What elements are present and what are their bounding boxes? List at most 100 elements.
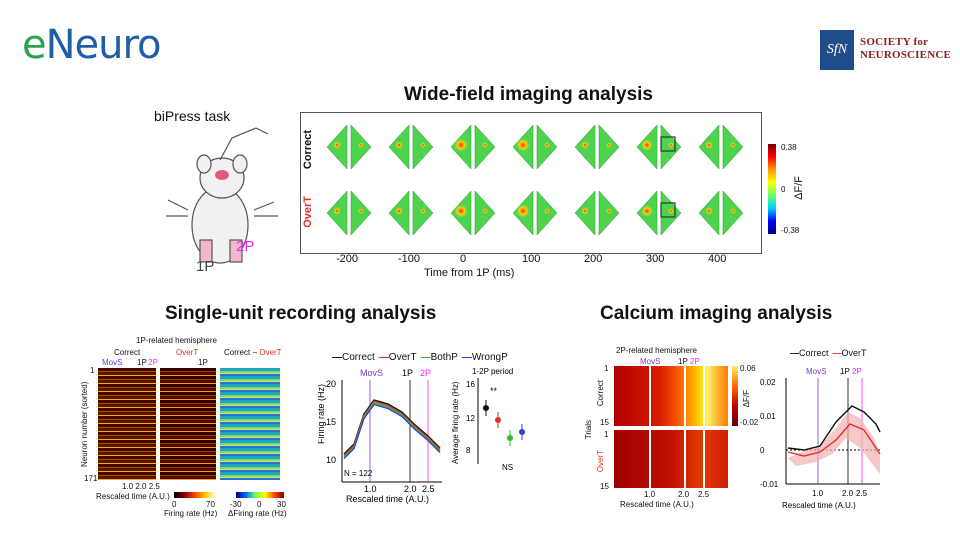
wf-xtick: 200 bbox=[584, 253, 603, 265]
su-col-correct: Correct bbox=[114, 348, 141, 357]
y-tick: 0.02 bbox=[760, 378, 776, 387]
ca-y15b: 15 bbox=[600, 482, 609, 491]
activation-spot bbox=[668, 142, 674, 148]
activation-spot bbox=[641, 139, 653, 151]
x-label: Rescaled time (A.U.) bbox=[782, 501, 856, 510]
ca-y15a: 15 bbox=[600, 418, 609, 427]
wf-xtick: 100 bbox=[522, 253, 541, 265]
task-1p-label: 1P bbox=[196, 258, 215, 275]
task-label: biPress task bbox=[154, 108, 231, 124]
p1-label: 1P bbox=[840, 367, 850, 376]
activation-spot bbox=[606, 208, 612, 214]
activation-spot bbox=[705, 207, 713, 215]
wf-cbar-label: ΔF/F bbox=[793, 176, 805, 200]
activation-spot bbox=[641, 205, 653, 217]
activation-spot bbox=[581, 141, 589, 149]
y-tick: -0.01 bbox=[760, 480, 779, 489]
sig-label: ** bbox=[490, 386, 498, 396]
activation-spot bbox=[395, 141, 403, 149]
activation-spot bbox=[730, 142, 736, 148]
mean-dot bbox=[507, 435, 513, 441]
ca-cb-label: ΔF/F bbox=[742, 390, 751, 408]
wf-top-1p: 1P bbox=[474, 112, 488, 124]
su-xlabel: Rescaled time (A.U.) bbox=[96, 492, 170, 501]
su-1p-b: 1P bbox=[198, 358, 208, 367]
mean-dot bbox=[495, 417, 501, 423]
activation-spot bbox=[544, 208, 550, 214]
su-heatmap-correct bbox=[98, 368, 156, 480]
wf-xtick: 0 bbox=[460, 253, 467, 265]
ca-line-1p bbox=[684, 366, 686, 488]
n-label: N = 122 bbox=[344, 469, 373, 478]
ca-1p: 1P bbox=[678, 357, 688, 366]
legend-item: —OverT bbox=[378, 352, 417, 363]
wf-xticks: -200 -100 0 100 200 300 400 bbox=[300, 253, 760, 267]
ca-heatmap-overt bbox=[614, 430, 728, 488]
ns-label: NS bbox=[502, 463, 513, 472]
y-tick: 16 bbox=[466, 380, 475, 389]
legend-item: —BothP bbox=[420, 352, 458, 363]
ca-cb-min: -0.02 bbox=[740, 418, 759, 427]
activation-spot bbox=[581, 207, 589, 215]
activation-spot bbox=[606, 142, 612, 148]
ca-xlabel: Rescaled time (A.U.) bbox=[620, 500, 694, 509]
su-1p: 1P bbox=[137, 358, 147, 367]
series-line bbox=[343, 403, 441, 459]
su-cb1-max: 70 bbox=[206, 500, 215, 509]
activation-spot bbox=[482, 142, 488, 148]
ca-2p: 2P bbox=[690, 357, 700, 366]
ca-row-overt: OverT bbox=[596, 450, 605, 473]
su-cb2-mid: 0 bbox=[257, 500, 262, 509]
sfn-line2: NEUROSCIENCE bbox=[860, 49, 952, 61]
correct-line bbox=[787, 405, 881, 451]
activation-spot bbox=[395, 207, 403, 215]
legend-item: —WrongP bbox=[461, 352, 508, 363]
ca-xtick-2: 2.0 bbox=[678, 490, 690, 499]
activation-spot bbox=[482, 208, 488, 214]
activation-spot bbox=[358, 142, 364, 148]
su-y171: 171 bbox=[84, 474, 98, 483]
wf-xlabel: Time from 1P (ms) bbox=[424, 267, 515, 279]
wf-bot-1p: 1P bbox=[474, 178, 488, 190]
su-movs: MovS bbox=[102, 358, 123, 367]
su-cb1-min: 0 bbox=[172, 500, 177, 509]
wf-colorbar bbox=[768, 144, 776, 234]
rat-illustration bbox=[166, 127, 278, 264]
sfn-mark: SfN bbox=[820, 30, 854, 70]
mean-dot bbox=[519, 429, 525, 435]
activation-spot bbox=[420, 142, 426, 148]
roi-box bbox=[660, 136, 676, 152]
ca-line-chart: 0.020.010-0.011.02.02.5MovS1P2PΔF/FResca… bbox=[760, 367, 881, 510]
activation-spot bbox=[333, 207, 341, 215]
p2-label: 2P bbox=[420, 368, 431, 378]
wf-xtick: 300 bbox=[646, 253, 665, 265]
y-tick: 20 bbox=[326, 379, 336, 389]
wf-xtick: 400 bbox=[708, 253, 727, 265]
ca-colorbar bbox=[732, 366, 738, 426]
ca-line-movs bbox=[649, 366, 651, 488]
wf-row-correct: Correct bbox=[302, 130, 314, 170]
su-legend: —Correct —OverT —BothP —WrongP bbox=[332, 352, 512, 364]
widefield-grid bbox=[326, 124, 744, 236]
x-tick: 2.0 bbox=[404, 484, 417, 494]
p1-label: 1P bbox=[402, 368, 413, 378]
ca-legend: —Correct —OverT bbox=[790, 348, 871, 358]
su-2p: 2P bbox=[148, 358, 158, 367]
su-cb2-label: ΔFiring rate (Hz) bbox=[228, 509, 287, 518]
wf-bot-no2p: No 2P bbox=[650, 178, 681, 190]
y-label: Average firing rate (Hz) bbox=[451, 381, 460, 464]
su-line-chart: 10 15 20 1.0 2.0 2.5 MovS 1P 2P N = 122 Firing rat… bbox=[318, 368, 442, 504]
activation-spot bbox=[705, 141, 713, 149]
activation-spot bbox=[668, 208, 674, 214]
wf-row-overt: OverT bbox=[302, 196, 314, 228]
su-cb2-max: 30 bbox=[277, 500, 286, 509]
wf-cbar-mid: 0 bbox=[781, 185, 786, 194]
su-cb2-min: -30 bbox=[230, 500, 242, 509]
su-heat-title: 1P-related hemisphere bbox=[136, 336, 217, 345]
widefield-title: Wide-field imaging analysis bbox=[404, 84, 653, 105]
x-label: Rescaled time (A.U.) bbox=[346, 494, 429, 504]
activation-spot bbox=[516, 138, 530, 152]
legend-item: —Correct bbox=[332, 352, 375, 363]
ca-xtick-3: 2.5 bbox=[698, 490, 710, 499]
ca-line-2p bbox=[703, 366, 705, 488]
